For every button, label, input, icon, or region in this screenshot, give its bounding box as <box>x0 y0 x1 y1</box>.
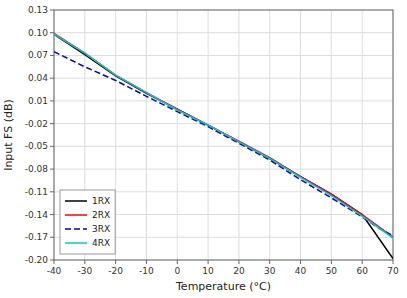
tick <box>50 146 54 147</box>
legend-label: 4RX <box>92 238 110 248</box>
legend-box <box>60 190 115 254</box>
plot-frame <box>54 10 393 260</box>
grid-line <box>331 10 332 260</box>
legend-swatch <box>65 228 87 230</box>
tick-label: -0.02 <box>25 119 48 129</box>
tick <box>50 100 54 101</box>
grid-line <box>146 10 147 260</box>
grid-line <box>54 78 393 79</box>
tick <box>50 237 54 238</box>
grid-line <box>362 10 363 260</box>
tick-label: 10 <box>202 266 214 276</box>
legend-label: 2RX <box>92 210 110 220</box>
x-axis-label: Temperature (°C) <box>175 280 271 293</box>
grid-line <box>54 169 393 170</box>
tick <box>208 260 209 264</box>
tick <box>50 214 54 215</box>
grid-line <box>54 123 393 124</box>
tick <box>50 32 54 33</box>
tick-label: -30 <box>77 266 92 276</box>
tick-label: 20 <box>233 266 245 276</box>
legend-swatch <box>65 200 87 202</box>
tick <box>50 10 54 11</box>
tick <box>393 260 394 264</box>
legend-label: 1RX <box>92 196 110 206</box>
tick-label: 0.04 <box>28 73 48 83</box>
legend-label: 3RX <box>92 224 110 234</box>
grid-line <box>54 146 393 147</box>
tick <box>269 260 270 264</box>
grid-line <box>300 10 301 260</box>
tick <box>84 260 85 264</box>
tick-label: 40 <box>295 266 307 276</box>
tick-label: -0.08 <box>25 164 49 174</box>
grid-line <box>54 100 393 101</box>
grid-line <box>54 55 393 56</box>
tick <box>115 260 116 264</box>
tick-label: -0.14 <box>25 210 49 220</box>
tick-label: -0.05 <box>25 141 48 151</box>
y-axis-label: Input FS (dB) <box>2 99 15 171</box>
tick <box>54 260 55 264</box>
tick-label: 0.13 <box>28 5 48 15</box>
tick <box>50 260 54 261</box>
legend: 1RX 2RX 3RX 4RX <box>60 190 115 254</box>
tick <box>50 55 54 56</box>
tick <box>300 260 301 264</box>
series-lines <box>54 33 393 258</box>
series-line <box>54 34 393 258</box>
tick-label: 30 <box>264 266 276 276</box>
grid-line <box>208 10 209 260</box>
tick <box>50 169 54 170</box>
tick-label: 70 <box>387 266 399 276</box>
tick <box>177 260 178 264</box>
tick <box>50 123 54 124</box>
tick-label: -0.17 <box>25 232 48 242</box>
background <box>0 0 407 298</box>
chart: -40 -30 -20 -10 0 10 20 30 40 50 60 70 -0.20 -0.17 -0.… <box>0 0 407 298</box>
axes: -40 -30 -20 -10 0 10 20 30 40 50 60 70 -0.20 -0.17 -0.… <box>25 5 399 276</box>
grid-line <box>238 10 239 260</box>
tick <box>50 78 54 79</box>
tick-label: 0.07 <box>28 50 48 60</box>
tick-label: 0.01 <box>28 96 48 106</box>
tick-label: 0.10 <box>28 28 48 38</box>
tick <box>146 260 147 264</box>
tick <box>238 260 239 264</box>
tick-label: -10 <box>139 266 154 276</box>
tick-label: -0.20 <box>25 255 49 265</box>
tick-label: -20 <box>108 266 123 276</box>
tick-label: -0.11 <box>25 187 48 197</box>
tick <box>362 260 363 264</box>
legend-swatch <box>65 242 87 244</box>
grid-line <box>177 10 178 260</box>
tick <box>331 260 332 264</box>
tick-label: 60 <box>356 266 368 276</box>
tick-label: 0 <box>174 266 180 276</box>
tick <box>50 191 54 192</box>
legend-swatch <box>65 214 87 216</box>
tick-label: -40 <box>47 266 62 276</box>
grid-line <box>54 32 393 33</box>
tick-label: 50 <box>326 266 338 276</box>
grid <box>54 10 393 260</box>
grid-line <box>269 10 270 260</box>
